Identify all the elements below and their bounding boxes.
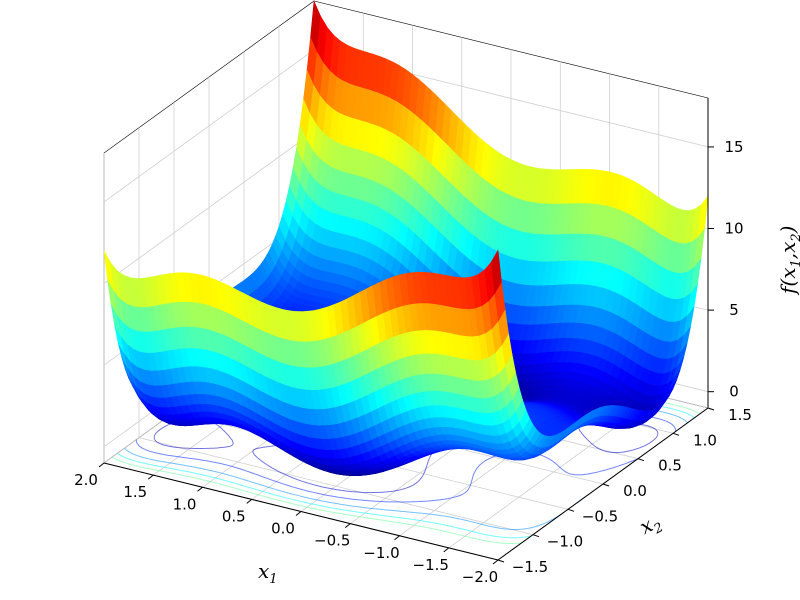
y-tick-mark (602, 483, 610, 487)
x-tick-mark (295, 511, 302, 516)
tick-labels: −2.0−1.5−1.0−0.50.00.51.01.52.0−1.5−1.0−… (74, 138, 752, 586)
x-tick-label: 2.0 (74, 471, 98, 489)
y-tick-mark (672, 432, 680, 436)
x-tick-mark (98, 462, 105, 468)
x-tick-mark (492, 559, 499, 565)
z-tick-label: 5 (729, 301, 739, 319)
y-tick-label: −1.0 (547, 533, 583, 551)
x-tick-label: −1.0 (363, 544, 399, 562)
x-tick-label: −2.0 (462, 568, 498, 586)
y-tick-mark (532, 534, 540, 538)
x-tick-label: 0.5 (222, 507, 246, 525)
y-tick-mark (707, 407, 715, 411)
y-tick-mark (567, 508, 575, 512)
y-axis-label: x2 (635, 509, 665, 543)
x-tick-mark (147, 474, 154, 480)
y-tick-label: 0.0 (623, 482, 647, 500)
x-tick-mark (394, 535, 400, 541)
x-tick-mark (197, 486, 203, 492)
y-tick-label: 1.5 (728, 406, 752, 424)
y-tick-mark (497, 559, 505, 563)
x-tick-label: −0.5 (314, 532, 350, 550)
z-tick-label: 15 (724, 138, 743, 156)
x-axis-label: x1 (258, 559, 278, 587)
x-tick-label: 0.0 (271, 520, 295, 538)
y-tick-label: −0.5 (582, 507, 618, 525)
z-axis-label: f(x1,x2) (776, 226, 800, 297)
x-tick-mark (344, 523, 351, 529)
y-tick-label: 0.5 (658, 457, 682, 475)
x-tick-label: 1.5 (123, 483, 147, 501)
y-tick-label: −1.5 (512, 558, 548, 576)
x-tick-mark (246, 498, 253, 504)
z-tick-label: 10 (724, 220, 743, 238)
x-tick-label: 1.0 (173, 495, 197, 513)
z-tick-label: 0 (729, 383, 739, 401)
surface-mesh (103, 0, 709, 477)
x-tick-mark (443, 547, 450, 553)
y-tick-mark (637, 458, 645, 462)
x-tick-label: −1.5 (413, 556, 449, 574)
y-tick-label: 1.0 (693, 431, 717, 449)
surface-facet (491, 249, 502, 295)
